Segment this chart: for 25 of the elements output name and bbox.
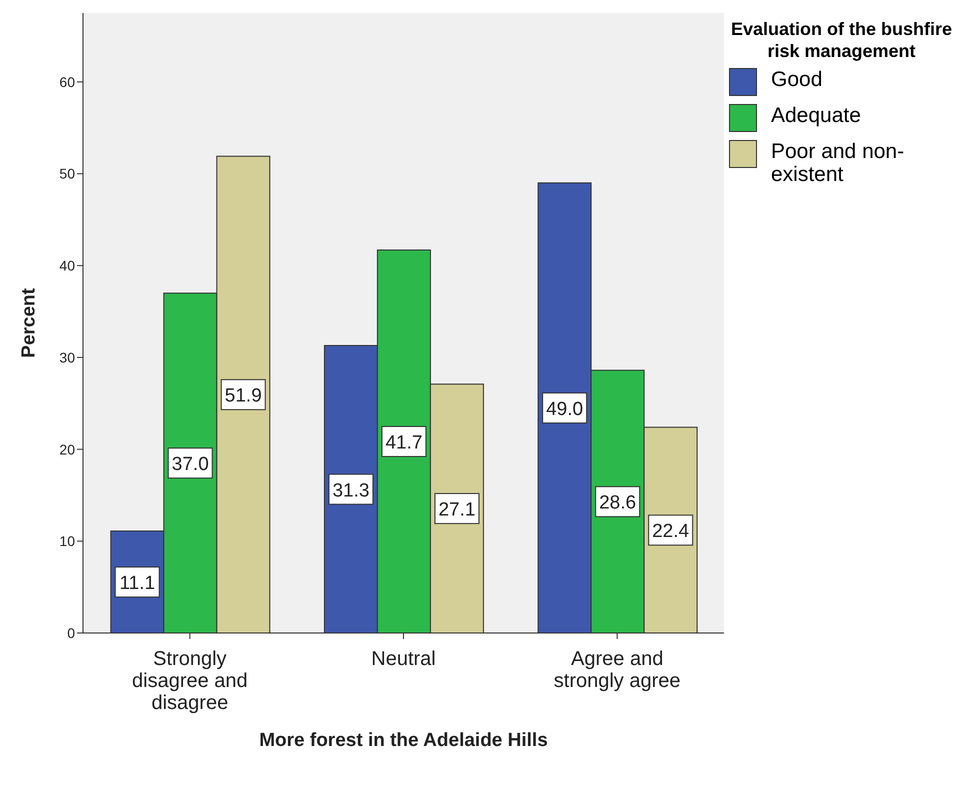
x-tick-label: Strongly disagree and disagree [132,648,248,714]
legend-label: Good [771,68,824,91]
data-label: 37.0 [172,454,209,476]
data-label: 11.1 [119,573,156,594]
data-label: 49.0 [546,398,584,420]
data-label: 22.4 [652,521,690,542]
y-tick-label: 30 [59,349,76,366]
data-label: 51.9 [224,386,262,407]
legend-label: Poor and non-existent [771,140,906,186]
data-label: 41.7 [385,432,422,454]
x-tick-label: Agree and strongly agree [554,648,681,692]
data-label: 27.1 [438,500,476,521]
y-tick-label: 10 [59,533,76,550]
legend-label: Adequate [771,104,862,127]
y-tick-label: 20 [59,441,76,458]
y-axis-title: Percent [18,287,40,358]
x-axis-title: More forest in the Adelaide Hills [259,730,548,751]
y-tick-label: 0 [67,624,76,641]
data-label: 28.6 [599,492,636,514]
legend-title: Evaluation of the bushfire risk management [730,18,954,62]
y-tick-label: 40 [59,258,76,274]
x-tick-label: Neutral [371,648,436,670]
data-label: 31.3 [332,480,370,502]
y-tick-label: 60 [59,74,76,90]
y-tick-label: 50 [59,166,76,182]
